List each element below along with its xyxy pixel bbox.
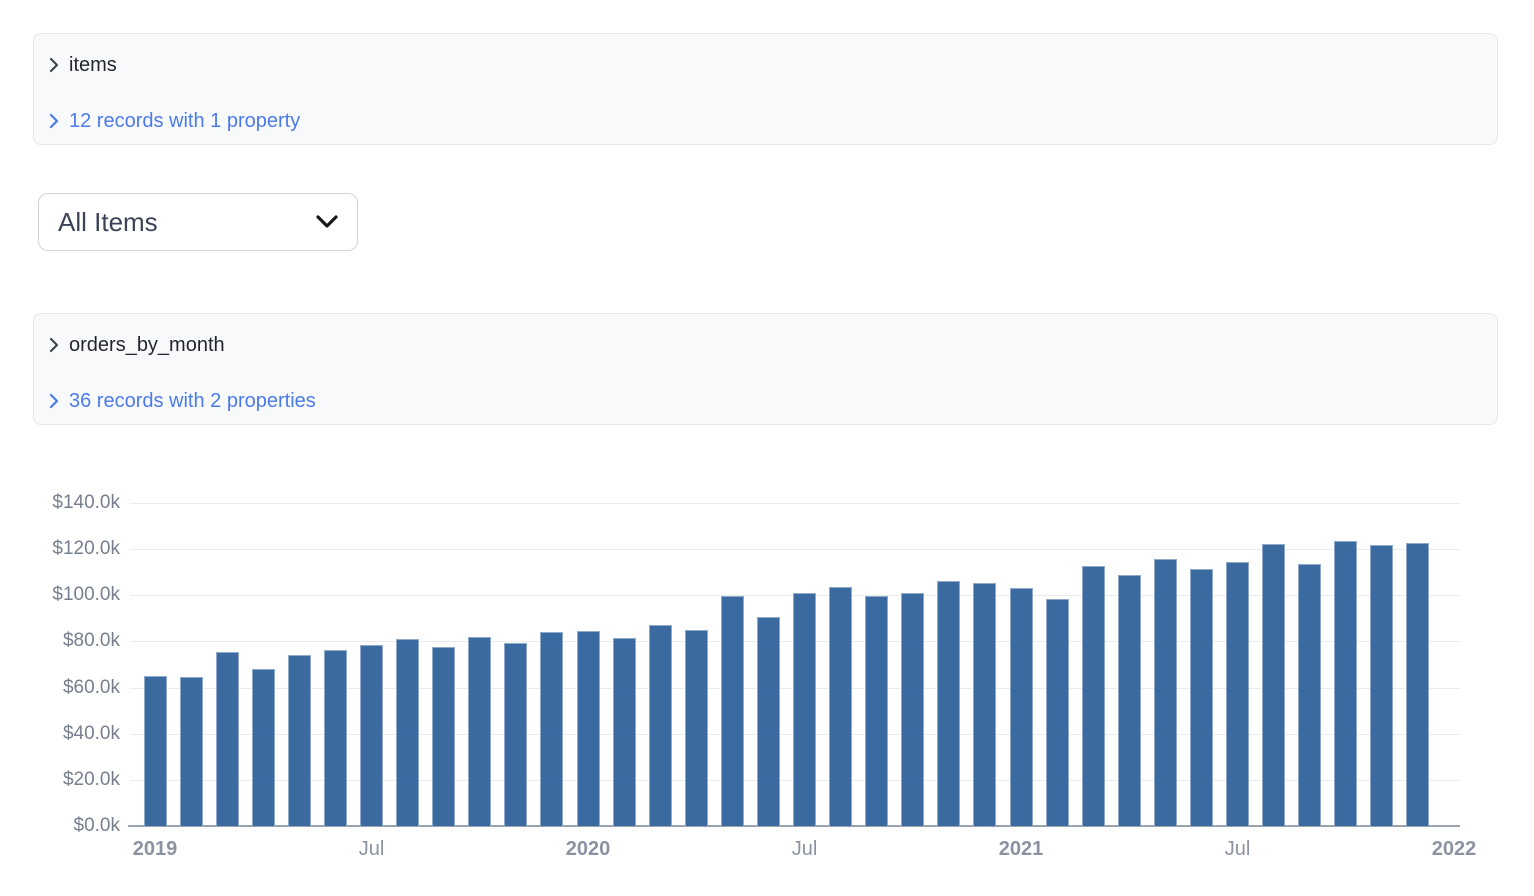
bar[interactable] bbox=[1045, 599, 1069, 826]
chevron-down-icon bbox=[316, 215, 338, 228]
bar[interactable] bbox=[1189, 569, 1213, 826]
y-axis-tick-label: $100.0k bbox=[52, 584, 120, 606]
bar[interactable] bbox=[1334, 541, 1358, 826]
bar[interactable] bbox=[1226, 561, 1249, 826]
chevron-right-icon bbox=[49, 393, 59, 409]
bar[interactable] bbox=[323, 649, 347, 826]
x-axis-tick-label: Jul bbox=[358, 838, 385, 860]
bar[interactable] bbox=[1406, 543, 1430, 826]
y-axis-tick-label: $0.0k bbox=[73, 815, 120, 836]
x-axis-tick-label: Jul bbox=[791, 838, 818, 860]
panel-title: orders_by_month bbox=[69, 333, 225, 356]
bar[interactable] bbox=[973, 583, 997, 826]
bar[interactable] bbox=[287, 654, 311, 826]
bar[interactable] bbox=[829, 586, 853, 826]
bar[interactable] bbox=[468, 636, 492, 826]
bar[interactable] bbox=[1009, 588, 1033, 826]
chevron-right-icon bbox=[49, 337, 59, 353]
bar[interactable] bbox=[684, 630, 708, 826]
gridline bbox=[130, 503, 1460, 504]
x-axis-tick-label: 2019 bbox=[132, 838, 178, 860]
gridline bbox=[130, 549, 1460, 551]
bar[interactable] bbox=[1117, 574, 1141, 826]
bar[interactable] bbox=[793, 592, 816, 826]
bar[interactable] bbox=[143, 675, 167, 826]
bar[interactable] bbox=[1081, 565, 1105, 826]
bar[interactable] bbox=[1370, 545, 1394, 826]
items-panel-toggle[interactable]: items bbox=[48, 49, 117, 81]
records-link-label: 36 records with 2 properties bbox=[69, 389, 316, 412]
bar[interactable] bbox=[504, 642, 528, 826]
x-axis-line bbox=[128, 825, 1460, 827]
orders-records-link[interactable]: 36 records with 2 properties bbox=[48, 385, 316, 417]
bar[interactable] bbox=[720, 596, 744, 826]
y-axis-tick-label: $40.0k bbox=[62, 722, 120, 744]
bar[interactable] bbox=[756, 617, 780, 826]
bar[interactable] bbox=[215, 652, 239, 826]
bar[interactable] bbox=[179, 677, 203, 826]
y-axis-tick-label: $20.0k bbox=[62, 768, 120, 790]
panel-title: items bbox=[69, 53, 117, 76]
bar[interactable] bbox=[432, 646, 456, 826]
records-link-label: 12 records with 1 property bbox=[69, 109, 301, 132]
x-axis-tick-label: 2022 bbox=[1431, 838, 1477, 860]
bar[interactable] bbox=[540, 632, 564, 826]
x-axis-tick-label: Jul bbox=[1224, 838, 1251, 860]
x-axis-tick-label: 2020 bbox=[565, 838, 611, 860]
chevron-right-icon bbox=[49, 113, 59, 129]
bar[interactable] bbox=[648, 625, 672, 826]
x-axis-tick-label: 2021 bbox=[998, 838, 1044, 860]
items-records-link[interactable]: 12 records with 1 property bbox=[48, 105, 300, 137]
y-axis-tick-label: $120.0k bbox=[52, 538, 120, 560]
bar[interactable] bbox=[612, 637, 636, 826]
bar[interactable] bbox=[1153, 559, 1177, 826]
bar[interactable] bbox=[937, 580, 961, 826]
all-items-select[interactable]: All Items bbox=[38, 193, 358, 251]
y-axis-tick-label: $140.0k bbox=[52, 492, 120, 513]
bar[interactable] bbox=[901, 593, 925, 826]
bar[interactable] bbox=[396, 638, 420, 826]
orders-panel-toggle[interactable]: orders_by_month bbox=[48, 329, 225, 361]
chevron-right-icon bbox=[49, 57, 59, 73]
bar[interactable] bbox=[576, 631, 600, 826]
y-axis-tick-label: $60.0k bbox=[62, 676, 120, 698]
bar[interactable] bbox=[251, 668, 275, 826]
items-panel: items 12 records with 1 property bbox=[33, 33, 1498, 145]
bar[interactable] bbox=[360, 645, 383, 826]
selected-option-label: All Items bbox=[58, 206, 158, 237]
bar[interactable] bbox=[1262, 543, 1286, 826]
y-axis-tick-label: $80.0k bbox=[62, 630, 120, 652]
bar[interactable] bbox=[865, 596, 889, 826]
orders-by-month-panel: orders_by_month 36 records with 2 proper… bbox=[33, 313, 1498, 425]
bar[interactable] bbox=[1298, 563, 1322, 826]
orders-bar-chart: $0.0k $20.0k $40.0k $60.0k $80.0k $100.0k $120… bbox=[0, 470, 1534, 890]
